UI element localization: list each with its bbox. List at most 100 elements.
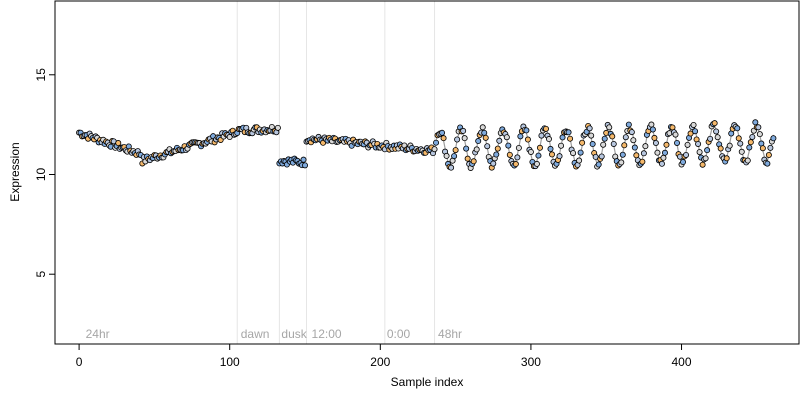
data-point — [631, 144, 638, 151]
y-axis: 5 10 15 — [34, 68, 55, 278]
data-point — [577, 149, 584, 156]
data-point — [527, 148, 534, 155]
data-point — [687, 130, 694, 137]
data-point — [545, 136, 552, 143]
data-point — [648, 121, 655, 128]
annotations: 24hr dawn dusk 12:00 0:00 48hr — [86, 327, 462, 341]
data-point — [690, 121, 697, 128]
data-point — [680, 159, 687, 166]
annotation-label: dawn — [241, 327, 270, 341]
data-point — [479, 124, 486, 131]
annotation-label: 12:00 — [312, 327, 342, 341]
data-point — [433, 139, 440, 146]
data-point — [609, 133, 616, 140]
data-point — [464, 155, 471, 162]
data-point — [702, 155, 709, 162]
data-point — [538, 132, 545, 139]
data-point — [448, 164, 455, 171]
data-point — [524, 136, 531, 143]
data-point — [549, 151, 556, 158]
data-point — [515, 144, 522, 151]
data-point — [622, 134, 629, 141]
data-point — [756, 131, 763, 138]
data-point — [496, 137, 503, 144]
data-point — [660, 154, 667, 161]
annotation-label: 24hr — [86, 327, 110, 341]
data-point — [699, 161, 706, 168]
x-tick-label: 200 — [370, 355, 390, 369]
data-point — [514, 154, 521, 161]
data-point — [672, 131, 679, 138]
data-point — [692, 128, 699, 135]
x-tick-label: 0 — [76, 355, 83, 369]
data-point — [696, 149, 703, 156]
annotation-label: 48hr — [438, 327, 462, 341]
data-point — [556, 153, 563, 160]
x-tick-label: 100 — [220, 355, 240, 369]
y-tick-label: 10 — [34, 168, 48, 182]
data-point — [517, 133, 524, 140]
data-point — [452, 147, 459, 154]
data-point — [595, 161, 602, 168]
data-point — [454, 136, 461, 143]
data-point — [443, 152, 450, 159]
data-point — [494, 145, 501, 152]
data-point — [618, 159, 625, 166]
data-point — [723, 155, 730, 162]
data-point — [461, 135, 468, 142]
annotation-label: 0:00 — [387, 327, 411, 341]
data-point — [625, 121, 632, 128]
y-tick-label: 5 — [34, 271, 48, 278]
data-point — [621, 142, 628, 149]
y-tick-label: 15 — [34, 68, 48, 82]
data-point — [490, 160, 497, 167]
data-point — [463, 145, 470, 152]
data-point — [755, 124, 762, 131]
data-point — [633, 152, 640, 159]
data-point — [579, 139, 586, 146]
data-point — [600, 141, 607, 148]
data-point — [639, 158, 646, 165]
data-point — [300, 156, 307, 163]
data-point — [302, 162, 309, 169]
data-point — [586, 125, 593, 132]
data-point — [481, 129, 488, 136]
data-point — [503, 134, 510, 141]
data-point — [439, 129, 446, 136]
data-point — [734, 125, 741, 132]
data-point — [274, 124, 281, 131]
data-point — [713, 128, 720, 135]
data-point — [746, 144, 753, 151]
data-point — [658, 160, 665, 167]
data-point — [737, 140, 744, 147]
data-point — [744, 157, 751, 164]
data-point — [695, 140, 702, 147]
data-point — [610, 140, 617, 147]
data-point — [752, 119, 759, 126]
data-point — [651, 134, 658, 141]
data-point — [536, 144, 543, 151]
data-point — [598, 153, 605, 160]
data-point — [533, 160, 540, 167]
data-point — [440, 135, 447, 142]
data-point — [606, 124, 613, 131]
data-point — [704, 147, 711, 154]
data-point — [674, 139, 681, 146]
data-point — [505, 142, 512, 149]
data-point — [652, 140, 659, 147]
data-point — [475, 138, 482, 145]
data-point — [570, 150, 577, 157]
data-point — [640, 150, 647, 157]
data-point — [649, 126, 656, 133]
data-point — [663, 141, 670, 148]
annotation-label: dusk — [281, 327, 307, 341]
data-point — [628, 129, 635, 136]
data-point — [431, 146, 438, 153]
data-point — [484, 143, 491, 150]
x-axis: 0 100 200 300 400 — [76, 343, 692, 369]
data-point — [619, 151, 626, 158]
data-point — [770, 135, 777, 142]
data-point — [654, 149, 661, 156]
data-point — [523, 127, 530, 134]
data-point — [726, 142, 733, 149]
